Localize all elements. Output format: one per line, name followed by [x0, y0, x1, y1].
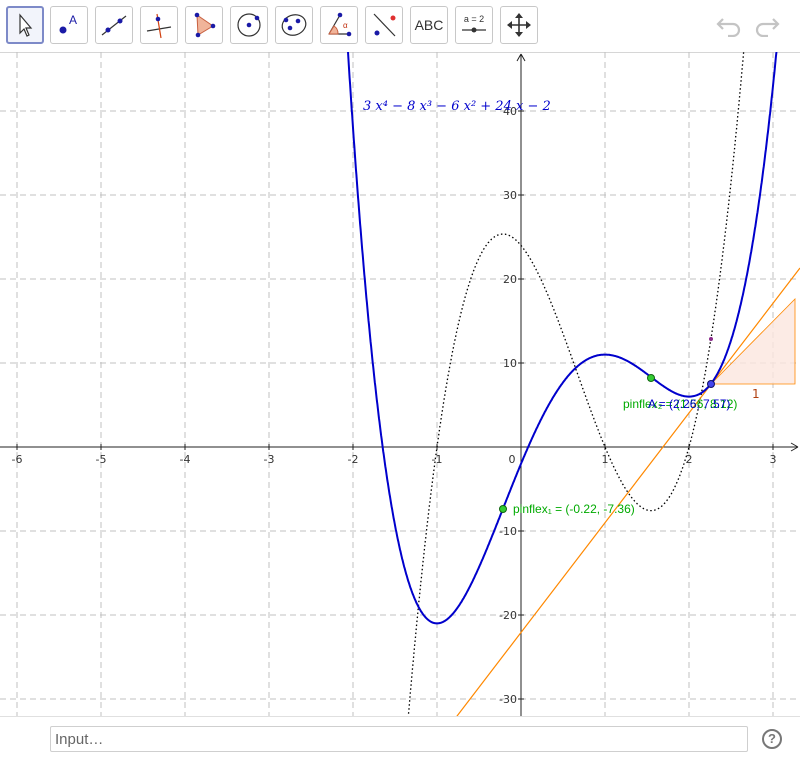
reflect-tool[interactable] — [365, 6, 403, 44]
slider-tool[interactable]: a = 2 — [455, 6, 493, 44]
point-a[interactable] — [707, 380, 715, 388]
toolbar: A — [0, 0, 800, 53]
pinflex1-label: pinflex₁ = (-0.22, -7.36) — [513, 502, 635, 516]
y-tick-label: 30 — [503, 189, 517, 202]
y-tick-label: 40 — [503, 105, 517, 118]
polygon-icon — [194, 12, 216, 38]
function-curve[interactable] — [345, 52, 781, 625]
y-tick-label: -20 — [499, 609, 517, 622]
perpendicular-icon — [146, 13, 172, 39]
slider-icon: a = 2 — [462, 14, 486, 33]
pinflex2-point[interactable] — [647, 374, 655, 382]
move-graphics-tool[interactable] — [500, 6, 538, 44]
x-tick-label: -4 — [180, 453, 191, 466]
y-tick-label: 20 — [503, 273, 517, 286]
pinflex1-point[interactable] — [499, 505, 507, 513]
x-tick-label: 0 — [509, 453, 516, 466]
line-tool[interactable] — [95, 6, 133, 44]
circle-center-icon — [237, 13, 261, 37]
slope-label: 1 — [752, 387, 760, 401]
help-icon: ? — [768, 731, 776, 746]
line-through-points-icon — [101, 15, 127, 36]
input-bar: ? — [0, 716, 800, 763]
x-tick-label: -1 — [432, 453, 443, 466]
y-axis-ticks: 40 30 20 10 -10 -20 -30 — [499, 105, 524, 706]
slider-tool-label: a = 2 — [464, 14, 484, 24]
angle-tool[interactable]: α — [320, 6, 358, 44]
x-tick-label: -6 — [12, 453, 23, 466]
arrow-cursor-icon — [19, 13, 33, 37]
text-tool-label: ABC — [414, 17, 444, 33]
input-field[interactable] — [50, 726, 748, 752]
x-tick-label: 3 — [770, 453, 777, 466]
reflect-icon — [373, 13, 396, 37]
move-arrows-icon — [507, 13, 531, 37]
move-tool[interactable] — [6, 6, 44, 44]
x-tick-label: 2 — [686, 453, 693, 466]
y-tick-label: -10 — [499, 525, 517, 538]
y-tick-label: 10 — [503, 357, 517, 370]
y-tick-label: -30 — [499, 693, 517, 706]
x-axis-ticks: -6 -5 -4 -3 -2 -1 0 1 2 3 — [12, 444, 777, 466]
ellipse-icon — [281, 14, 307, 36]
point-tool[interactable]: A — [50, 6, 88, 44]
angle-icon: α — [328, 12, 352, 37]
perpendicular-line-tool[interactable] — [140, 6, 178, 44]
grid — [0, 52, 800, 716]
x-tick-label: -5 — [96, 453, 107, 466]
help-button[interactable]: ? — [762, 729, 782, 749]
graphics-view[interactable]: -6 -5 -4 -3 -2 -1 0 1 2 3 40 30 20 10 -10 -20 -30 1 3 x… — [0, 52, 800, 716]
polygon-tool[interactable] — [185, 6, 223, 44]
function-label: 3 x⁴ − 8 x³ − 6 x² + 24 x − 2 — [363, 99, 551, 114]
undo-icon — [716, 18, 741, 37]
point-tool-label: A — [69, 13, 77, 27]
text-tool[interactable]: ABC — [410, 6, 448, 44]
x-tick-label: -3 — [264, 453, 275, 466]
point-a-label: A = (2.26, 7.57) — [648, 397, 730, 411]
redo-button[interactable] — [750, 10, 784, 40]
conic-tool[interactable] — [275, 6, 313, 44]
axes — [0, 53, 799, 716]
x-tick-label: -2 — [348, 453, 359, 466]
pinflex2-label: pinflex₂ = (1.56, 8.12) — [623, 397, 737, 411]
svg-text:α: α — [343, 21, 348, 30]
undo-button[interactable] — [712, 10, 746, 40]
tangent-line[interactable] — [454, 267, 800, 716]
x-tick-label: 1 — [602, 453, 609, 466]
point-icon: A — [59, 13, 77, 34]
derivative-point[interactable] — [709, 337, 713, 341]
slope-triangle[interactable] — [710, 298, 796, 385]
derivative-curve[interactable] — [404, 52, 748, 716]
circle-tool[interactable] — [230, 6, 268, 44]
redo-icon — [755, 18, 780, 37]
